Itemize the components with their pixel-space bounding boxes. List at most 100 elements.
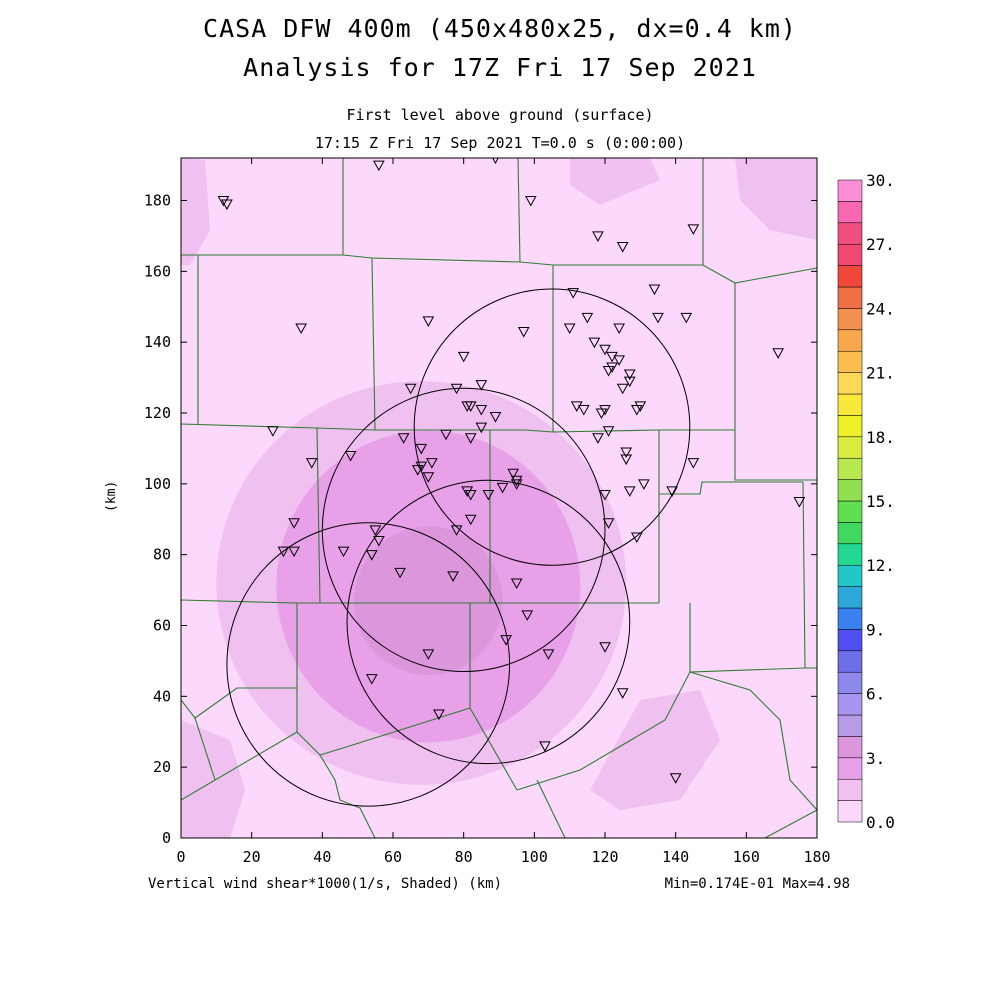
colorbar-swatch	[837, 436, 863, 459]
colorbar-swatch	[837, 415, 863, 438]
shear-contour-4.5	[354, 526, 503, 676]
station-markers	[217, 158, 806, 784]
border-line	[194, 687, 297, 719]
station-marker	[461, 486, 474, 497]
station-marker	[613, 323, 625, 335]
shear-contours	[216, 381, 627, 785]
station-marker	[337, 546, 350, 558]
colorbar-swatch	[837, 629, 863, 652]
plot-frame	[180, 157, 818, 839]
station-marker	[521, 610, 534, 621]
colorbar-swatch	[837, 564, 863, 587]
colorbar-swatch	[837, 800, 863, 823]
station-marker	[510, 479, 523, 490]
x-tick-label: 160	[733, 848, 760, 866]
station-marker	[475, 422, 488, 434]
station-marker	[648, 284, 661, 296]
station-marker	[623, 376, 636, 388]
station-marker	[365, 674, 378, 685]
colorbar-swatch	[837, 757, 863, 780]
station-marker	[634, 401, 647, 412]
station-marker	[793, 497, 806, 508]
colorbar-label: 21.	[866, 364, 895, 383]
station-marker	[567, 288, 580, 299]
station-marker	[630, 532, 643, 543]
y-tick-label: 40	[153, 687, 171, 705]
station-marker	[489, 412, 502, 423]
x-tick-label: 0	[176, 848, 185, 866]
station-marker	[415, 443, 428, 455]
colorbar-label: 30.	[866, 171, 895, 190]
station-marker	[581, 312, 594, 324]
station-marker	[652, 312, 664, 324]
chart-title: CASA DFW 400m (450x480x25, dx=0.4 km)	[203, 14, 797, 43]
station-marker	[524, 196, 537, 207]
station-marker	[373, 536, 385, 547]
station-marker	[394, 567, 406, 579]
station-marker	[563, 323, 576, 335]
station-marker	[542, 649, 555, 660]
x-tick-label: 60	[384, 848, 402, 866]
station-marker	[620, 454, 633, 466]
y-tick-label: 60	[153, 617, 171, 635]
station-marker	[620, 447, 633, 458]
border-line	[181, 254, 817, 284]
station-marker	[450, 525, 463, 536]
station-marker	[464, 401, 477, 412]
border-line	[536, 779, 566, 838]
station-marker	[666, 486, 678, 497]
station-marker	[588, 337, 601, 349]
station-marker	[592, 433, 604, 444]
colorbar-swatch	[837, 243, 863, 266]
colorbar-swatch	[837, 693, 863, 716]
station-marker	[422, 316, 435, 327]
colorbar-swatch	[837, 372, 863, 395]
x-tick-label: 140	[662, 848, 689, 866]
station-marker	[464, 514, 477, 526]
border-line	[469, 603, 691, 791]
station-marker	[616, 242, 629, 253]
station-marker	[404, 383, 417, 395]
y-axis-label: (km)	[104, 480, 119, 512]
shear-shading	[181, 158, 817, 838]
colorbar-swatch	[837, 778, 863, 801]
colorbar-swatch	[837, 586, 863, 609]
colorbar-label: 3.	[866, 749, 885, 768]
colorbar-swatch	[837, 265, 863, 288]
x-tick-label: 80	[455, 848, 473, 866]
station-marker	[433, 709, 445, 721]
county-borders	[181, 158, 817, 838]
station-marker	[638, 479, 650, 490]
station-marker	[305, 458, 318, 469]
border-line	[319, 754, 376, 838]
colorbar-swatch	[837, 308, 863, 331]
station-marker	[687, 458, 700, 469]
colorbar-label: 24.	[866, 299, 895, 318]
station-marker	[482, 489, 495, 501]
colorbar-swatch	[837, 286, 863, 309]
colorbar-label: 9.	[866, 620, 885, 639]
station-marker	[344, 451, 357, 462]
station-marker	[415, 461, 428, 473]
border-line	[689, 671, 817, 811]
x-axis-label: Vertical wind shear*1000(1/s, Shaded) (k…	[148, 876, 503, 892]
radar-ring-2	[321, 387, 606, 673]
y-tick-label: 180	[144, 192, 171, 210]
colorbar-swatch	[837, 714, 863, 737]
x-tick-label: 100	[521, 848, 548, 866]
station-marker	[217, 196, 230, 207]
station-marker	[411, 465, 424, 476]
station-marker	[373, 160, 385, 172]
x-tick-label: 180	[803, 848, 830, 866]
min-max-readout: Min=0.174E-01 Max=4.98	[664, 876, 850, 892]
station-marker	[772, 348, 784, 359]
station-marker	[510, 578, 523, 590]
x-tick-label: 120	[591, 848, 618, 866]
y-tick-label: 0	[162, 829, 171, 847]
station-marker	[616, 688, 629, 699]
colorbar-swatch	[837, 393, 863, 416]
station-marker	[267, 426, 279, 437]
station-marker	[606, 362, 618, 373]
colorbar-label: 18.	[866, 428, 895, 447]
